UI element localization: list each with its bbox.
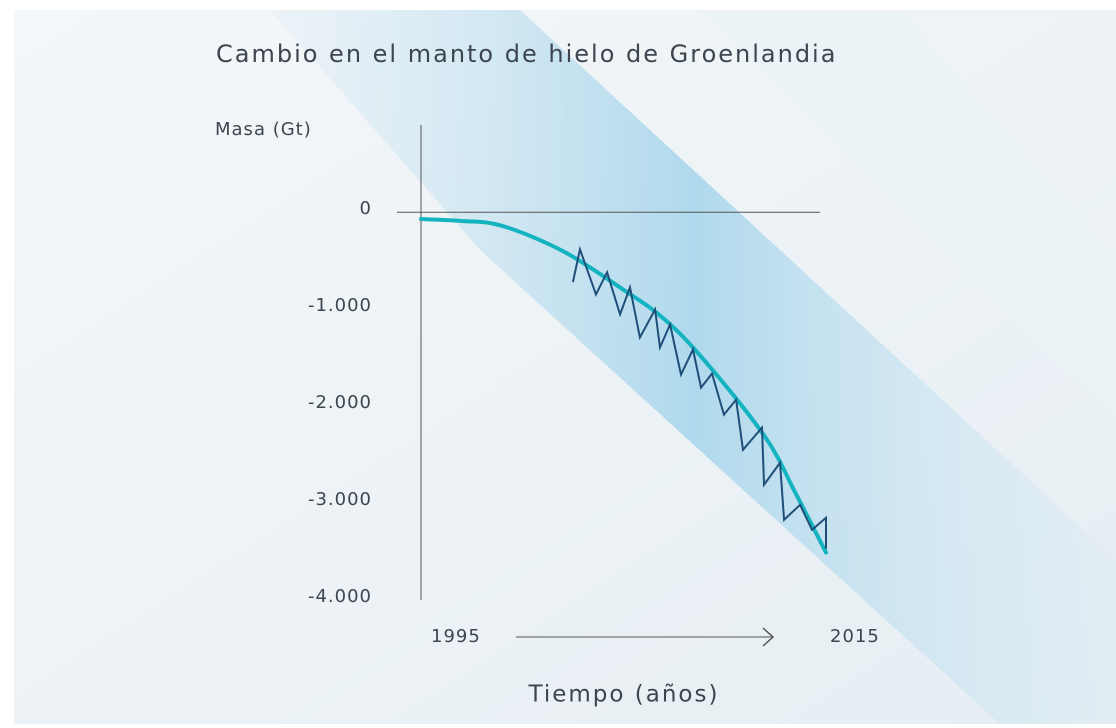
y-tick-label: -2.000 [308, 392, 372, 413]
x-tick-label: 1995 [431, 626, 481, 647]
chart: Cambio en el manto de hielo de Groenland… [0, 0, 1116, 724]
y-tick-label: 0 [360, 198, 372, 219]
y-tick-label: -3.000 [308, 489, 372, 510]
x-axis-label: Tiempo (años) [528, 682, 720, 708]
chart-title: Cambio en el manto de hielo de Groenland… [216, 40, 837, 68]
y-axis-label: Masa (Gt) [215, 119, 312, 140]
y-tick-label: -1.000 [308, 295, 372, 316]
y-tick-label: -4.000 [308, 586, 372, 607]
x-tick-label: 2015 [830, 626, 880, 647]
